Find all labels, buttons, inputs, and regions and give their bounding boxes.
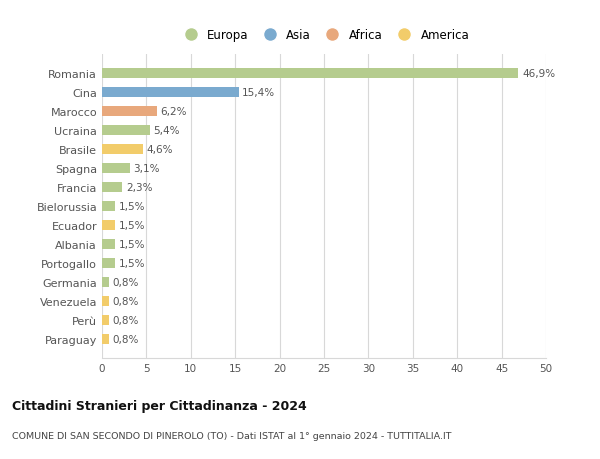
Bar — [102, 220, 115, 231]
Bar — [102, 88, 239, 98]
Legend: Europa, Asia, Africa, America: Europa, Asia, Africa, America — [174, 25, 474, 47]
Text: 1,5%: 1,5% — [119, 258, 145, 269]
Text: 2,3%: 2,3% — [126, 183, 152, 193]
Bar — [102, 239, 115, 250]
Text: COMUNE DI SAN SECONDO DI PINEROLO (TO) - Dati ISTAT al 1° gennaio 2024 - TUTTITA: COMUNE DI SAN SECONDO DI PINEROLO (TO) -… — [12, 431, 452, 441]
Text: Cittadini Stranieri per Cittadinanza - 2024: Cittadini Stranieri per Cittadinanza - 2… — [12, 399, 307, 412]
Bar — [102, 69, 518, 79]
Bar — [102, 182, 122, 193]
Bar — [102, 126, 150, 136]
Bar — [102, 315, 109, 325]
Bar — [102, 296, 109, 307]
Text: 0,8%: 0,8% — [113, 315, 139, 325]
Text: 1,5%: 1,5% — [119, 202, 145, 212]
Bar — [102, 258, 115, 269]
Text: 3,1%: 3,1% — [133, 164, 160, 174]
Text: 4,6%: 4,6% — [146, 145, 173, 155]
Text: 0,8%: 0,8% — [113, 277, 139, 287]
Text: 15,4%: 15,4% — [242, 88, 275, 98]
Bar — [102, 334, 109, 344]
Text: 6,2%: 6,2% — [161, 107, 187, 117]
Text: 1,5%: 1,5% — [119, 220, 145, 230]
Text: 46,9%: 46,9% — [522, 69, 555, 79]
Text: 1,5%: 1,5% — [119, 240, 145, 249]
Text: 5,4%: 5,4% — [154, 126, 180, 136]
Bar — [102, 145, 143, 155]
Bar — [102, 163, 130, 174]
Bar — [102, 277, 109, 287]
Text: 0,8%: 0,8% — [113, 296, 139, 306]
Bar — [102, 202, 115, 212]
Bar — [102, 106, 157, 117]
Text: 0,8%: 0,8% — [113, 334, 139, 344]
